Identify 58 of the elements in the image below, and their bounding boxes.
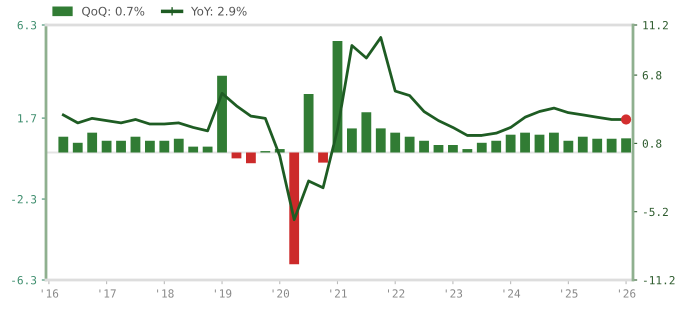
bar bbox=[188, 146, 198, 152]
bar bbox=[390, 132, 400, 152]
x-tick-label: '17 bbox=[99, 289, 116, 298]
x-tick-label: '18 bbox=[157, 289, 174, 298]
x-tick-label: '25 bbox=[561, 289, 578, 298]
legend-label: QoQ: 0.7% bbox=[82, 6, 144, 17]
bar bbox=[304, 94, 314, 152]
bar bbox=[72, 142, 83, 152]
bar bbox=[462, 149, 472, 152]
x-tick-label: '20 bbox=[272, 289, 290, 298]
y-tick-label: 6.3 bbox=[18, 21, 36, 30]
bar bbox=[130, 136, 140, 152]
bar bbox=[606, 138, 617, 152]
bar bbox=[174, 138, 184, 152]
bar bbox=[404, 136, 415, 152]
bar bbox=[361, 112, 372, 152]
bar bbox=[144, 140, 155, 152]
bar bbox=[476, 142, 487, 152]
x-tick-label: '21 bbox=[330, 289, 347, 298]
bar bbox=[592, 138, 602, 152]
bar bbox=[232, 152, 242, 158]
bar bbox=[534, 134, 544, 152]
bar bbox=[520, 132, 530, 152]
bar bbox=[347, 128, 357, 152]
y2-tick-label: 6.8 bbox=[642, 71, 662, 80]
bar bbox=[116, 140, 126, 152]
y2-tick-label: 11.2 bbox=[643, 21, 668, 30]
bar bbox=[563, 140, 574, 152]
y2-tick-label: -5.2 bbox=[644, 208, 668, 216]
bar bbox=[159, 140, 170, 152]
y2-tick-label: -11.2 bbox=[644, 276, 675, 284]
bar bbox=[506, 134, 516, 152]
bar bbox=[58, 136, 68, 152]
bar bbox=[419, 140, 429, 152]
bar bbox=[621, 138, 631, 152]
legend-label: YoY: 2.9% bbox=[190, 6, 247, 16]
y-tick-label: -6.3 bbox=[12, 276, 36, 284]
bar bbox=[318, 152, 328, 163]
x-tick-label: '26 bbox=[618, 289, 636, 298]
x-tick-label: '23 bbox=[446, 289, 462, 298]
bar bbox=[578, 136, 588, 152]
x-tick-label: '16 bbox=[42, 289, 58, 298]
bar bbox=[376, 128, 386, 152]
x-tick-label: '24 bbox=[503, 289, 520, 298]
bar bbox=[87, 132, 98, 152]
x-tick-label: '19 bbox=[214, 289, 232, 298]
y2-tick-label: 0.8 bbox=[642, 139, 662, 148]
bar bbox=[491, 140, 502, 152]
bar bbox=[217, 76, 227, 152]
x-tick-label: '22 bbox=[388, 289, 404, 298]
bar bbox=[102, 140, 112, 152]
bar bbox=[202, 146, 213, 152]
bar bbox=[434, 145, 444, 152]
y-tick-label: -2.3 bbox=[12, 195, 36, 204]
bar bbox=[549, 132, 559, 152]
y-tick-label: 1.7 bbox=[18, 114, 36, 122]
bar bbox=[448, 145, 458, 152]
bar bbox=[246, 152, 256, 164]
